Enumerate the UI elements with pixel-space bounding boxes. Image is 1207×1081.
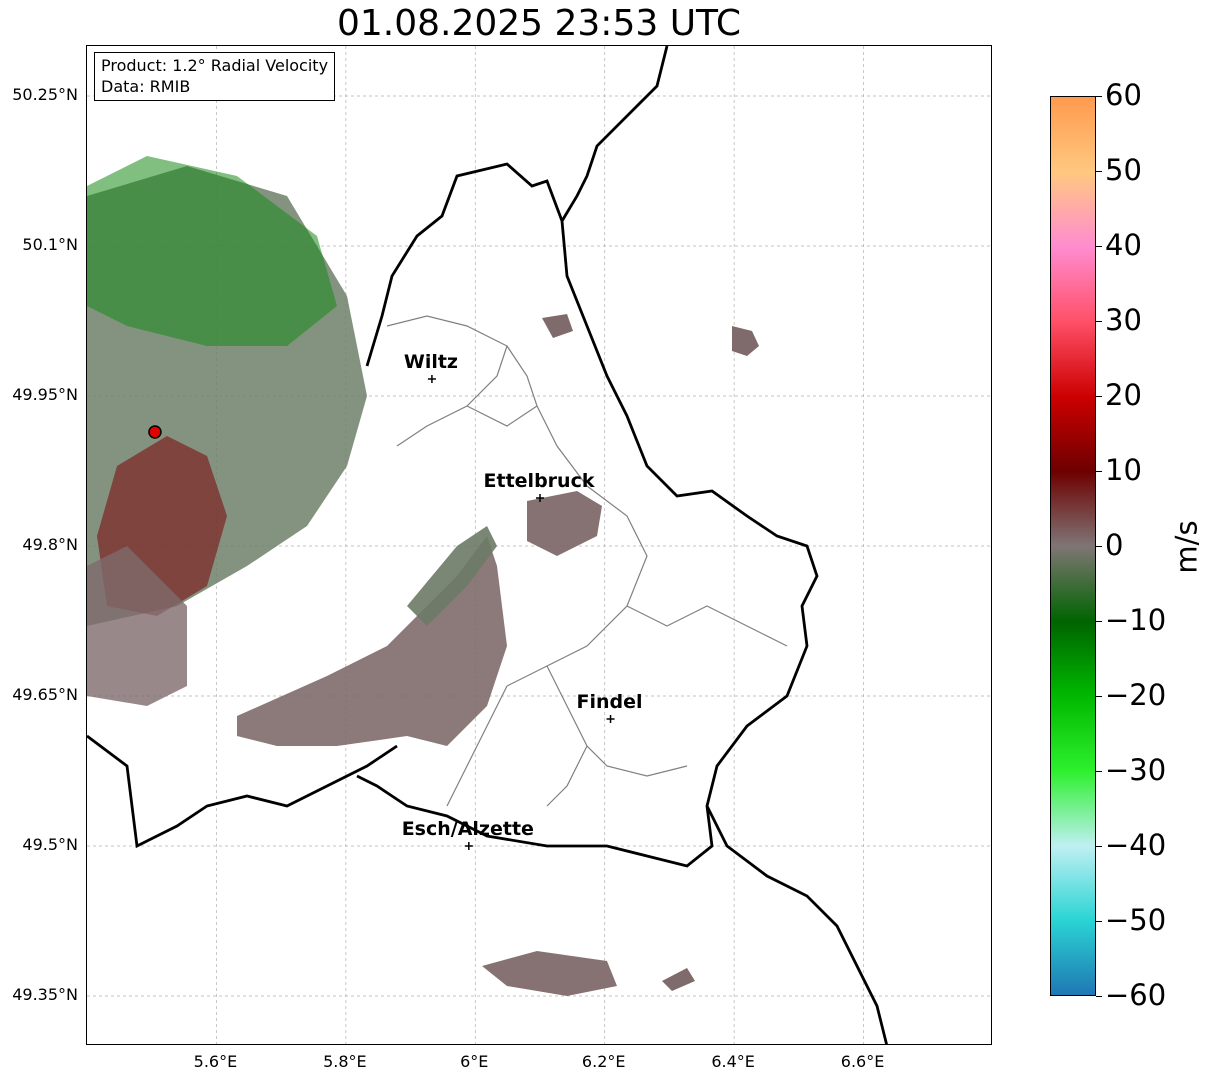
- map-frame[interactable]: [86, 45, 992, 1045]
- city-label: Wiltz: [403, 351, 458, 373]
- radar-site-dot: [148, 425, 162, 439]
- city-marker-3: [464, 842, 473, 850]
- lon-tick-label: 6.6°E: [840, 1052, 885, 1071]
- colorbar-tick-label: 40: [1105, 228, 1142, 262]
- city-markers: [427, 375, 615, 850]
- germany-border: [560, 46, 669, 222]
- colorbar-tick: [1096, 171, 1102, 172]
- echo-cell-north: [542, 314, 573, 338]
- colorbar-tick: [1096, 321, 1102, 322]
- colorbar-tick: [1096, 621, 1102, 622]
- colorbar-tick-label: −30: [1105, 753, 1167, 787]
- echo-cell-ettelbruck: [527, 491, 602, 556]
- radar-map[interactable]: [87, 46, 992, 1045]
- lat-tick-label: 49.65°N: [12, 685, 78, 704]
- colorbar-tick: [1096, 246, 1102, 247]
- city-marker-2: [606, 715, 615, 723]
- colorbar-tick-label: 60: [1105, 78, 1142, 112]
- info-source: Data: RMIB: [101, 77, 191, 96]
- info-box: Product: 1.2° Radial Velocity Data: RMIB: [94, 52, 336, 101]
- colorbar-tick: [1096, 696, 1102, 697]
- lon-tick-label: 6°E: [460, 1052, 489, 1071]
- colorbar-tick: [1096, 846, 1102, 847]
- echo-cell-east: [732, 326, 759, 356]
- lat-tick-label: 49.95°N: [12, 385, 78, 404]
- info-product: Product: 1.2° Radial Velocity: [101, 56, 329, 75]
- luxembourg-border: [356, 162, 819, 868]
- colorbar-tick: [1096, 921, 1102, 922]
- colorbar-tick-label: −10: [1105, 603, 1167, 637]
- colorbar-tick: [1096, 996, 1102, 997]
- colorbar-tick: [1096, 546, 1102, 547]
- city-label: Esch/Alzette: [401, 818, 534, 840]
- colorbar-tick-label: 10: [1105, 453, 1142, 487]
- lon-tick-label: 5.8°E: [323, 1052, 367, 1071]
- country-borders: [87, 46, 888, 1044]
- colorbar-tick-label: −50: [1105, 903, 1167, 937]
- colorbar-tick-label: −60: [1105, 978, 1167, 1012]
- lon-tick-label: 6.4°E: [711, 1052, 755, 1071]
- colorbar-tick-label: −20: [1105, 678, 1167, 712]
- radar-site-marker: [148, 425, 162, 439]
- colorbar-tick: [1096, 96, 1102, 97]
- echo-cluster-green: [87, 156, 337, 346]
- echo-cell-south: [482, 951, 617, 996]
- colorbar-unit: m/s: [1169, 520, 1204, 574]
- colorbar-tick-label: 0: [1105, 528, 1124, 562]
- colorbar-tick: [1096, 471, 1102, 472]
- germany-france-border: [705, 805, 888, 1044]
- city-label: Ettelbruck: [483, 470, 595, 492]
- radar-echoes: [87, 156, 759, 996]
- lon-tick-label: 5.6°E: [193, 1052, 238, 1071]
- belgium-france-border: [87, 734, 398, 849]
- echo-cluster-southwest: [87, 546, 187, 706]
- echo-band-green: [407, 526, 497, 626]
- lat-tick-label: 49.8°N: [22, 535, 78, 554]
- echo-band-main: [237, 536, 507, 746]
- colorbar-tick-label: −40: [1105, 828, 1167, 862]
- echo-cell-south-east: [662, 968, 695, 991]
- page-title: 01.08.2025 23:53 UTC: [336, 3, 742, 44]
- colorbar-tick-label: 30: [1105, 303, 1142, 337]
- city-marker-0: [427, 375, 436, 383]
- city-label: Findel: [576, 691, 643, 713]
- canton-borders: [386, 315, 788, 807]
- colorbar-tick: [1096, 771, 1102, 772]
- colorbar-tick-label: 50: [1105, 153, 1142, 187]
- colorbar: [1050, 96, 1096, 996]
- lon-tick-label: 6.2°E: [581, 1052, 626, 1071]
- lat-tick-label: 49.5°N: [22, 835, 78, 854]
- colorbar-tick: [1096, 396, 1102, 397]
- lat-tick-label: 50.1°N: [22, 235, 78, 254]
- colorbar-tick-label: 20: [1105, 378, 1142, 412]
- city-marker-1: [536, 494, 544, 502]
- lat-tick-label: 49.35°N: [12, 985, 78, 1004]
- lat-tick-label: 50.25°N: [12, 85, 78, 104]
